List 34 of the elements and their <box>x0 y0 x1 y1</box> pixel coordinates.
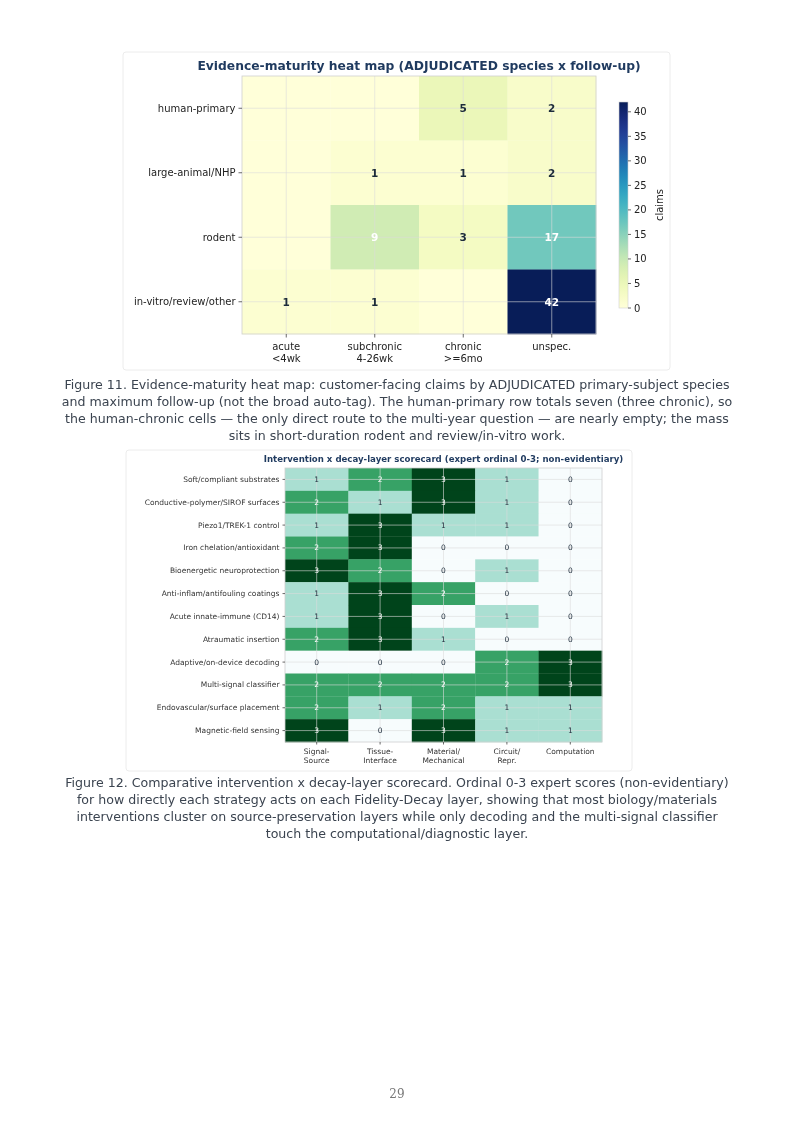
chart-title: Evidence-maturity heat map (ADJUDICATED species x follow-up) <box>197 59 641 73</box>
data-label: 5 <box>459 102 467 115</box>
y-tick-label: large-animal/NHP <box>148 167 236 179</box>
data-label: 17 <box>544 231 560 244</box>
chart-title: Intervention x decay-layer scorecard (expert ordinal 0-3; non-evidentiary) <box>263 454 624 464</box>
data-label: 9 <box>371 231 379 244</box>
x-tick-label: chronic >=6mo <box>443 340 483 364</box>
color-bar-label: 40 <box>634 106 647 118</box>
data-label: 1 <box>371 166 379 179</box>
color-bar-label: 0 <box>634 302 641 314</box>
color-bar-label: 5 <box>634 277 641 289</box>
data-label: 3 <box>459 231 467 244</box>
data-label: 1 <box>459 166 467 179</box>
color-bar-label: 15 <box>634 228 647 240</box>
data-label: 42 <box>544 295 560 308</box>
color-bar-label: 35 <box>634 130 647 142</box>
color-bar-label: 20 <box>634 204 647 216</box>
data-label: 2 <box>548 102 556 115</box>
y-tick-label: rodent <box>202 231 236 243</box>
color-bar-label: 10 <box>634 253 647 265</box>
data-label: 1 <box>282 295 290 308</box>
text: 29 <box>389 1087 405 1101</box>
caption: Figure 11. Evidence-maturity heat map: customer-facing claims by ADJUDICATED primary-subject species and maximum follow-up (not the broad auto-tag). The human-primary row totals seven (three chronic), so the human-chronic cells — the only direct route to the multi-year question — are nearly empty; the mass sits in short-duration rodent and review/in-vitro work. <box>61 376 733 443</box>
color-bar-title: claims <box>653 188 665 222</box>
data-label: 1 <box>371 295 379 308</box>
x-tick-label: unspec. <box>532 340 572 352</box>
caption: Figure 12. Comparative intervention x decay-layer scorecard. Ordinal 0-3 expert scores (non-evidentiary) for how directly each strategy acts on each Fidelity-Decay layer, showing that most biology/materials interventions cluster on source-preservation layers while only decoding and the multi-signal classifier touch the computational/diagnostic layer. <box>65 774 729 842</box>
color-bar-label: 25 <box>634 179 647 191</box>
color-bar-label: 30 <box>634 155 647 167</box>
x-tick-label: acute <4wk <box>271 340 301 364</box>
data-label: 2 <box>548 166 556 179</box>
x-tick-label: subchronic 4-26wk <box>347 340 402 364</box>
y-tick-label: in-vitro/review/other <box>133 296 237 308</box>
y-tick-label: human-primary <box>157 102 236 114</box>
